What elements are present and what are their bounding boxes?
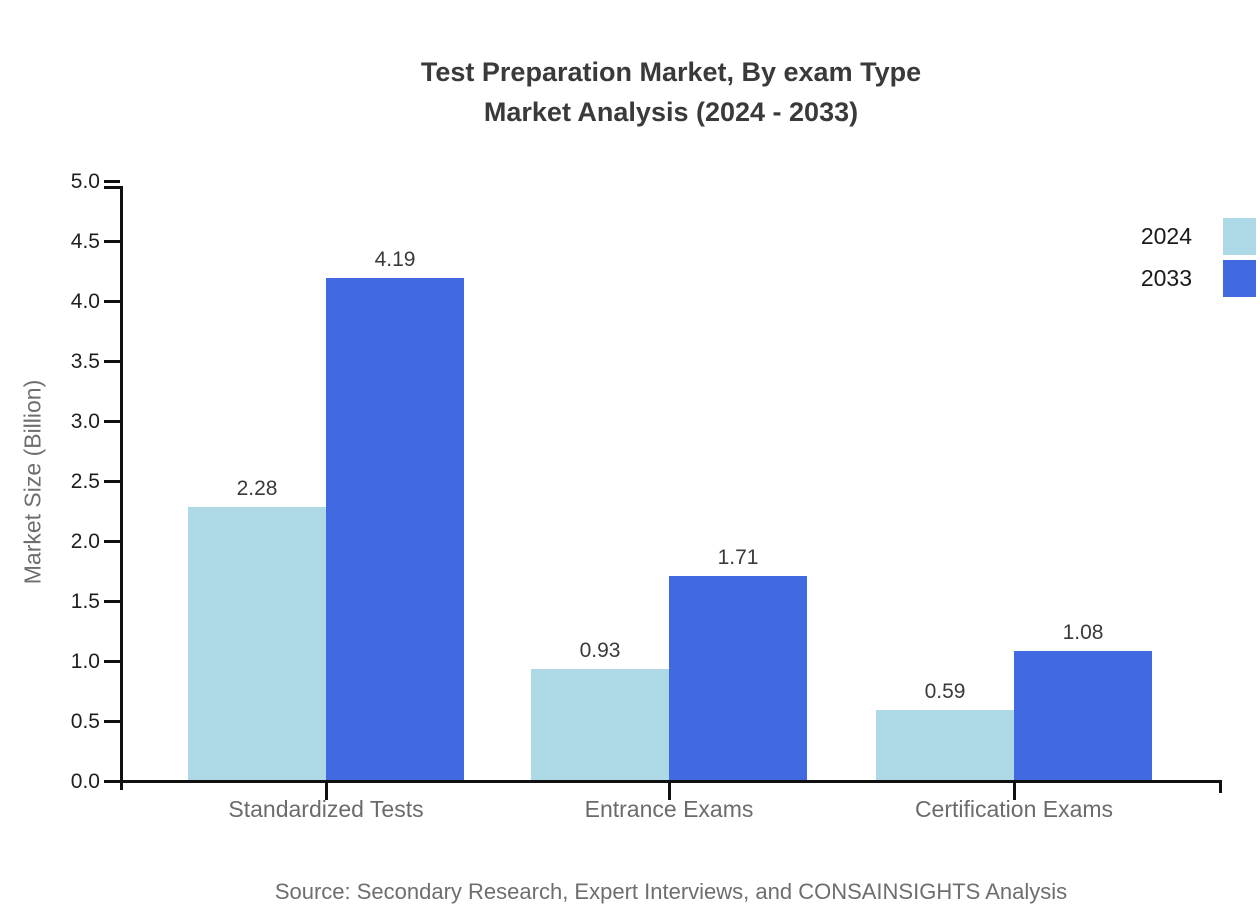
- y-tick: [104, 600, 120, 603]
- x-axis-end-cap: [1219, 780, 1222, 793]
- y-tick-label: 0.5: [70, 710, 100, 733]
- legend-item-2033: 2033: [1141, 260, 1256, 297]
- bar-2024-certification-exams: [876, 710, 1014, 781]
- bar-2033-certification-exams: [1014, 651, 1152, 781]
- y-tick-label: 5.0: [70, 170, 100, 193]
- x-category-label-entrance-exams: Entrance Exams: [584, 796, 754, 822]
- bar-value-2024-entrance-exams: 0.93: [579, 639, 621, 663]
- bar-2024-entrance-exams: [531, 669, 669, 781]
- bar-2033-entrance-exams: [669, 575, 807, 781]
- bar-2033-standardized-tests: [326, 278, 464, 781]
- y-tick: [104, 540, 120, 543]
- chart-title-line2: Market Analysis (2024 - 2033): [483, 97, 859, 127]
- x-category-label-standardized-tests: Standardized Tests: [228, 796, 424, 822]
- x-tick: [667, 780, 671, 800]
- y-tick-label: 4.0: [70, 290, 100, 313]
- y-tick: [104, 420, 120, 423]
- chart-title-line1: Test Preparation Market, By exam Type: [420, 57, 922, 87]
- y-axis-line: [120, 186, 123, 790]
- y-tick: [104, 720, 120, 723]
- y-axis-top-cap: [104, 186, 123, 189]
- y-tick: [104, 660, 120, 663]
- bar-value-2033-entrance-exams: 1.71: [717, 545, 759, 569]
- legend: 2024 2033: [1141, 218, 1256, 297]
- chart-title: Test Preparation Market, By exam Type Ma…: [120, 52, 1222, 132]
- x-tick: [324, 780, 328, 800]
- bar-value-2024-certification-exams: 0.59: [924, 680, 966, 704]
- legend-swatch-2033: [1223, 260, 1256, 297]
- legend-label-2033: 2033: [1140, 265, 1192, 291]
- legend-swatch-2024: [1223, 218, 1256, 255]
- bar-value-2024-standardized-tests: 2.28: [236, 477, 278, 501]
- source-note: Source: Secondary Research, Expert Inter…: [274, 879, 1068, 904]
- y-tick-label: 2.5: [70, 470, 100, 493]
- y-tick-label: 4.5: [70, 230, 100, 253]
- legend-item-2024: 2024: [1141, 218, 1256, 255]
- y-tick-label: 0.0: [70, 770, 100, 793]
- bar-2024-standardized-tests: [188, 507, 326, 781]
- y-tick-label: 2.0: [70, 530, 100, 553]
- y-tick-label: 1.5: [70, 590, 100, 613]
- bar-value-2033-certification-exams: 1.08: [1062, 621, 1104, 645]
- y-tick: [104, 780, 120, 783]
- bar-value-2033-standardized-tests: 4.19: [374, 248, 416, 272]
- y-tick: [104, 480, 120, 483]
- x-tick: [1012, 780, 1016, 800]
- y-tick: [104, 360, 120, 363]
- x-axis-line: [120, 780, 1222, 783]
- y-tick-label: 3.5: [70, 350, 100, 373]
- y-tick: [104, 180, 120, 183]
- y-tick: [104, 300, 120, 303]
- y-tick-label: 3.0: [70, 410, 100, 433]
- x-category-label-certification-exams: Certification Exams: [914, 796, 1114, 822]
- y-tick: [104, 240, 120, 243]
- legend-label-2024: 2024: [1140, 223, 1192, 249]
- y-tick-label: 1.0: [70, 650, 100, 673]
